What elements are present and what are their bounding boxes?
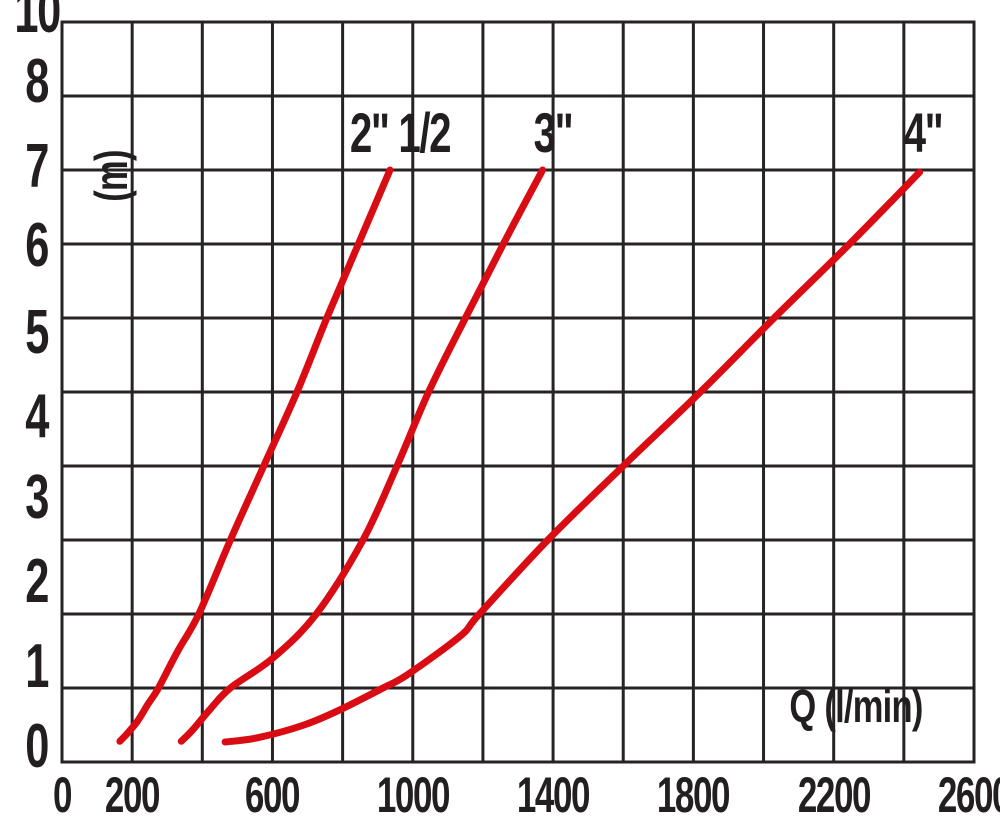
curve-3 (221, 168, 924, 746)
x-tick-label: 600 (245, 767, 301, 819)
y-tick-label: 6 (25, 211, 49, 280)
x-tick-label: 200 (105, 767, 161, 819)
y-tick-label: 5 (25, 298, 49, 367)
curve-1 (116, 166, 394, 745)
x-tick-label: 1800 (657, 767, 731, 819)
curve-label-1: 2" 1/2 (349, 101, 452, 164)
x-tick-label: 0 (52, 767, 72, 819)
y-tick-label: 1 (25, 632, 49, 701)
y-tick-label: 2 (25, 547, 49, 616)
y-tick-label: 7 (25, 132, 49, 201)
y-tick-label: 8 (25, 47, 49, 116)
curve-label-3: 4" (903, 101, 944, 164)
y-tick-label: 3 (25, 463, 49, 532)
curve-2 (177, 166, 547, 745)
y-tick-label: 0 (25, 712, 49, 781)
x-tick-label: 2600 (937, 767, 1000, 819)
curve-label-2: 3" (533, 101, 574, 164)
x-axis-unit-label: Q (l/min) (789, 680, 923, 732)
x-tick-label: 1000 (376, 767, 451, 819)
x-tick-label: 2200 (797, 767, 872, 819)
x-tick-label: 1400 (516, 767, 591, 819)
y-tick-label: 4 (25, 382, 49, 451)
y-axis-unit-label: (m) (85, 150, 137, 202)
y-tick-label: 10 (14, 0, 61, 46)
